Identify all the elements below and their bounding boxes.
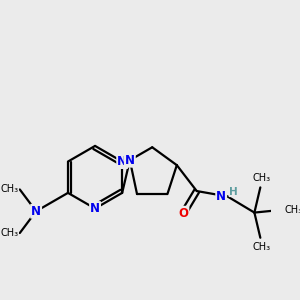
Text: N: N: [117, 155, 127, 168]
Text: CH₃: CH₃: [252, 173, 270, 183]
Text: CH₃: CH₃: [0, 184, 18, 194]
Text: N: N: [31, 205, 41, 218]
Text: N: N: [90, 202, 100, 215]
Text: N: N: [125, 154, 135, 167]
Text: O: O: [178, 207, 188, 220]
Text: N: N: [216, 190, 226, 203]
Text: CH₃: CH₃: [252, 242, 270, 252]
Text: H: H: [229, 187, 238, 196]
Text: CH₃: CH₃: [0, 228, 18, 238]
Text: CH₃: CH₃: [284, 205, 300, 214]
